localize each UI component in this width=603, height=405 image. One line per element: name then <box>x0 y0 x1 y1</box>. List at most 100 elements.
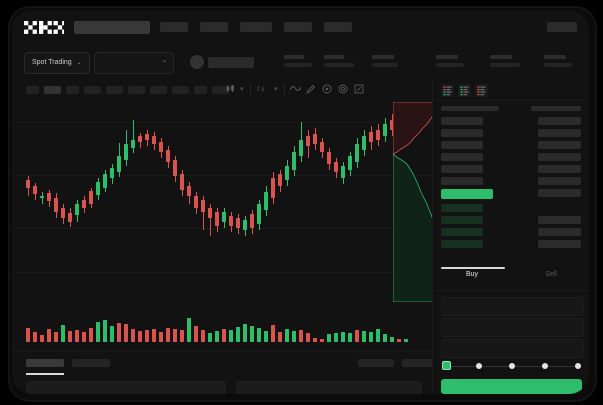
orderbook-bid-row[interactable] <box>441 228 483 236</box>
orderbook-bid-qty[interactable] <box>538 240 581 248</box>
timeframe-6[interactable] <box>128 86 145 94</box>
slider-handle[interactable] <box>442 361 451 370</box>
orderbook-mode-asks-icon[interactable] <box>475 84 488 97</box>
candlestick <box>33 100 37 300</box>
okx-logo-icon[interactable] <box>24 21 64 34</box>
volume-bar <box>215 331 219 342</box>
bottom-tab-open-orders[interactable] <box>26 359 64 367</box>
device-frame: Spot Trading ⌄ ⌄ <box>8 6 597 402</box>
candlestick <box>348 100 352 300</box>
chart-gridline <box>12 272 432 273</box>
trading-mode-label: Spot Trading <box>32 59 72 66</box>
orderbook-ask-qty[interactable] <box>538 153 581 161</box>
orderbook-spread-qty[interactable] <box>538 189 581 197</box>
timeframe-9[interactable] <box>194 86 207 94</box>
orderbook-mode-bids-icon[interactable] <box>458 84 471 97</box>
timeframe-7[interactable] <box>150 86 167 94</box>
price-chart[interactable] <box>12 100 432 300</box>
pencil-draw-icon[interactable] <box>306 84 316 94</box>
timeframe-4[interactable] <box>84 86 101 94</box>
slider-step-25[interactable] <box>476 362 482 369</box>
volume-bar <box>306 333 310 342</box>
chevron-down-icon: ⌄ <box>76 60 82 66</box>
candlestick <box>138 100 142 300</box>
orderbook-mode-both-icon[interactable] <box>441 84 454 97</box>
orderbook-spread-price[interactable] <box>441 189 493 199</box>
fullscreen-expand-icon[interactable] <box>354 84 364 94</box>
bottom-action-1[interactable] <box>358 359 394 367</box>
orderbook-header-qty[interactable] <box>531 106 581 111</box>
indicators-icon[interactable]: f x <box>257 84 267 93</box>
orderbook-bid-qty[interactable] <box>538 216 581 224</box>
orderbook-ask-row[interactable] <box>441 129 483 137</box>
orderbook-header-price[interactable] <box>441 106 499 111</box>
magnet-snapshot-icon[interactable] <box>322 84 332 94</box>
bottom-action-2[interactable] <box>402 359 438 367</box>
bottom-tab-order-history[interactable] <box>72 359 110 367</box>
orderbook-ask-row[interactable] <box>441 177 483 185</box>
order-amount-slider[interactable] <box>442 361 581 371</box>
order-price-field[interactable] <box>441 297 584 316</box>
nav-item-5[interactable] <box>324 22 352 32</box>
submit-order-button[interactable] <box>441 379 582 394</box>
sell-tab[interactable]: Sell <box>545 271 557 278</box>
volume-bar <box>152 329 156 342</box>
ticker-stat-3 <box>372 55 398 67</box>
timeframe-5[interactable] <box>106 86 123 94</box>
order-amount-field[interactable] <box>441 318 584 337</box>
slider-step-50[interactable] <box>509 362 515 369</box>
volume-bar <box>145 330 149 342</box>
buy-tab[interactable]: Buy <box>465 271 479 278</box>
timeframe-3[interactable] <box>66 86 79 94</box>
orderbook-ask-row[interactable] <box>441 153 483 161</box>
line-tool-icon[interactable] <box>290 84 301 93</box>
orderbook-ask-row[interactable] <box>441 141 483 149</box>
timeframe-1[interactable] <box>26 86 39 94</box>
timeframe-2[interactable] <box>44 86 61 94</box>
nav-item-4[interactable] <box>284 22 312 32</box>
timeframe-10[interactable] <box>212 86 229 94</box>
volume-bar <box>82 332 86 342</box>
orderbook[interactable] <box>433 100 589 265</box>
volume-bar <box>201 330 205 342</box>
orderbook-bid-row[interactable] <box>441 216 483 224</box>
candlestick <box>334 100 338 300</box>
orderbook-ask-qty[interactable] <box>538 165 581 173</box>
orderbook-bid-row[interactable] <box>441 240 483 248</box>
search-input[interactable] <box>74 21 150 34</box>
nav-item-2[interactable] <box>200 22 228 32</box>
volume-bar <box>355 330 359 342</box>
orderbook-bid-qty[interactable] <box>538 228 581 236</box>
candlestick <box>327 100 331 300</box>
orderbook-ask-qty[interactable] <box>538 117 581 125</box>
volume-bar <box>278 332 282 342</box>
orderbook-ask-qty[interactable] <box>538 129 581 137</box>
orderbook-ask-row[interactable] <box>441 165 483 173</box>
orderbook-bid-row[interactable] <box>441 204 483 212</box>
trading-mode-button[interactable]: Spot Trading ⌄ <box>24 52 90 74</box>
nav-item-1[interactable] <box>160 22 188 32</box>
pair-select[interactable]: ⌄ <box>94 52 174 74</box>
nav-item-3[interactable] <box>240 22 272 32</box>
account-menu-button[interactable] <box>547 22 577 32</box>
volume-bar <box>397 339 401 342</box>
orderbook-ask-qty[interactable] <box>538 177 581 185</box>
candlestick <box>390 100 394 300</box>
orderbook-ask-qty[interactable] <box>538 141 581 149</box>
slider-step-75[interactable] <box>542 362 548 369</box>
indicators-chevron-down-icon[interactable]: ▾ <box>274 86 278 93</box>
volume-chart <box>12 302 432 350</box>
candlestick-type-icon[interactable] <box>226 84 235 93</box>
orderbook-ask-row[interactable] <box>441 117 483 125</box>
chart-type-chevron-down-icon[interactable]: ▾ <box>240 86 244 93</box>
order-total-field[interactable] <box>441 339 584 358</box>
candlestick <box>292 100 296 300</box>
volume-bar <box>327 334 331 342</box>
volume-bar <box>362 331 366 342</box>
settings-gear-icon[interactable] <box>338 84 348 94</box>
market-depth-chart <box>393 102 439 302</box>
candlestick <box>96 100 100 300</box>
slider-step-100[interactable] <box>575 362 581 369</box>
volume-bar <box>138 331 142 342</box>
timeframe-8[interactable] <box>172 86 189 94</box>
